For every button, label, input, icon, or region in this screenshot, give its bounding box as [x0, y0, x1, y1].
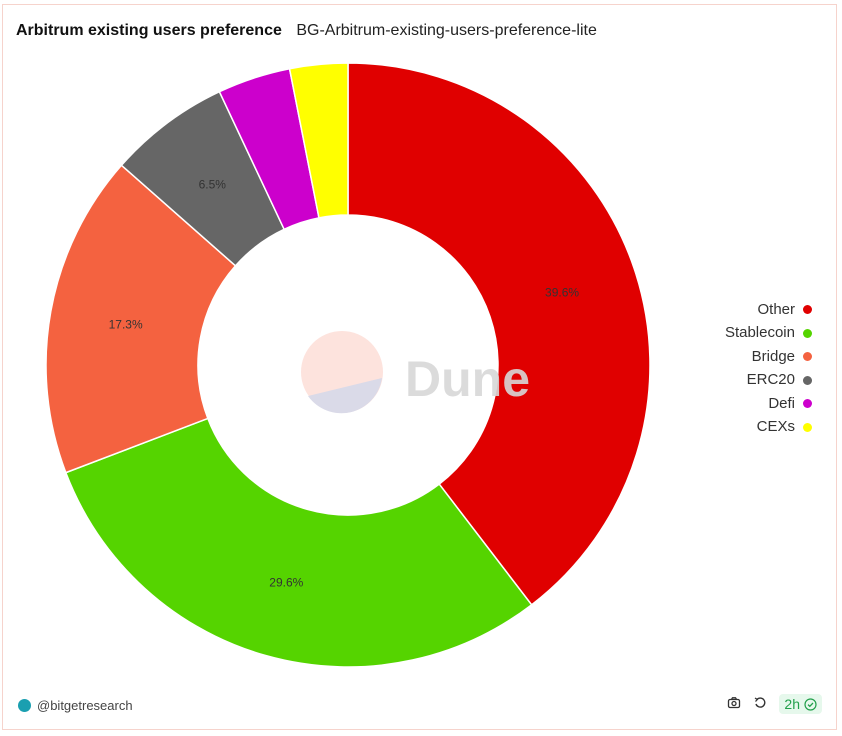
footer-author[interactable]: @bitgetresearch [18, 698, 133, 713]
legend-swatch [803, 352, 812, 362]
legend-swatch [803, 375, 812, 385]
slice-other[interactable] [347, 62, 651, 606]
chart-header: Arbitrum existing users preference BG-Ar… [16, 22, 597, 40]
legend-label: Bridge [751, 347, 795, 365]
slice-stablecoin[interactable] [64, 417, 533, 668]
legend-swatch [803, 328, 812, 338]
legend-swatch [803, 399, 812, 409]
data-label-stablecoin: 29.6% [269, 575, 303, 589]
slice-cexs[interactable] [288, 62, 349, 219]
legend-item-erc20[interactable]: ERC20 [725, 369, 812, 393]
data-label-erc20: 6.5% [199, 177, 227, 191]
dune-watermark: Dune [301, 331, 530, 414]
legend-item-stablecoin[interactable]: Stablecoin [725, 322, 812, 346]
legend-label: Stablecoin [724, 324, 795, 342]
legend-label: Other [757, 300, 795, 318]
avatar [18, 699, 31, 712]
legend: Other Stablecoin Bridge ERC20 Defi CEXs [725, 298, 812, 439]
legend-item-other[interactable]: Other [725, 298, 812, 322]
legend-label: Defi [768, 394, 795, 412]
refresh-age: 2h [784, 696, 800, 712]
legend-label: ERC20 [746, 371, 795, 389]
legend-swatch [803, 422, 812, 432]
data-label-bridge: 17.3% [109, 318, 143, 332]
legend-swatch [803, 305, 812, 315]
legend-item-defi[interactable]: Defi [725, 392, 812, 416]
refresh-icon[interactable] [753, 696, 767, 713]
legend-item-cexs[interactable]: CEXs [725, 416, 812, 440]
legend-label: CEXs [756, 418, 795, 436]
check-circle-icon [804, 697, 817, 711]
refresh-badge[interactable]: 2h [779, 694, 822, 714]
author-name: @bitgetresearch [37, 698, 133, 713]
chart-title: Arbitrum existing users preference [16, 22, 282, 39]
watermark-text: Dune [405, 351, 530, 407]
camera-icon[interactable] [727, 696, 741, 713]
data-label-other: 39.6% [545, 285, 579, 299]
footer-tools: 2h [727, 694, 822, 714]
legend-item-bridge[interactable]: Bridge [725, 345, 812, 369]
query-name[interactable]: BG-Arbitrum-existing-users-preference-li… [296, 22, 597, 39]
slice-bridge[interactable] [45, 164, 237, 474]
